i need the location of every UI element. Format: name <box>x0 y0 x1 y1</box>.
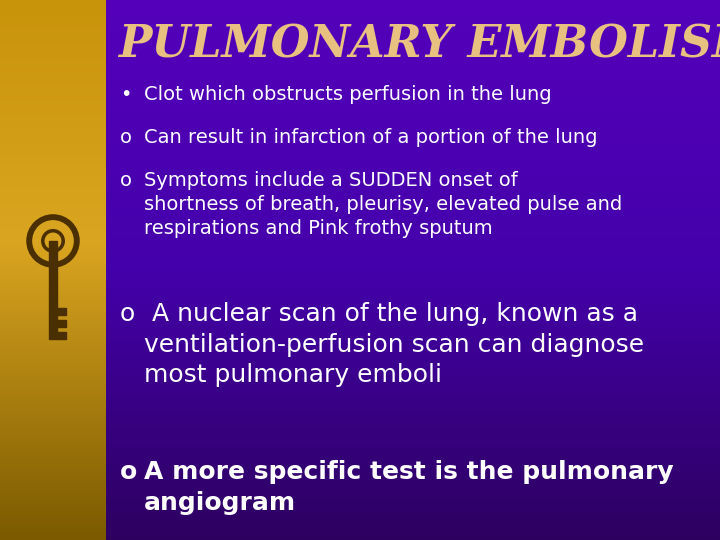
Text: o: o <box>120 460 138 484</box>
Text: A nuclear scan of the lung, known as a
ventilation-perfusion scan can diagnose
m: A nuclear scan of the lung, known as a v… <box>144 302 644 387</box>
Text: Clot which obstructs perfusion in the lung: Clot which obstructs perfusion in the lu… <box>144 85 552 104</box>
Bar <box>58 308 66 315</box>
Text: o: o <box>120 302 135 326</box>
Text: Can result in infarction of a portion of the lung: Can result in infarction of a portion of… <box>144 128 598 147</box>
Text: Symptoms include a SUDDEN onset of
shortness of breath, pleurisy, elevated pulse: Symptoms include a SUDDEN onset of short… <box>144 171 622 239</box>
Text: o: o <box>120 171 132 190</box>
Bar <box>58 332 66 339</box>
Bar <box>58 320 66 327</box>
Text: PULMONARY EMBOLISM: PULMONARY EMBOLISM <box>118 24 720 66</box>
Text: •: • <box>120 85 131 104</box>
Text: o: o <box>120 128 132 147</box>
Text: A more specific test is the pulmonary
angiogram: A more specific test is the pulmonary an… <box>144 460 674 515</box>
Bar <box>49 241 58 339</box>
